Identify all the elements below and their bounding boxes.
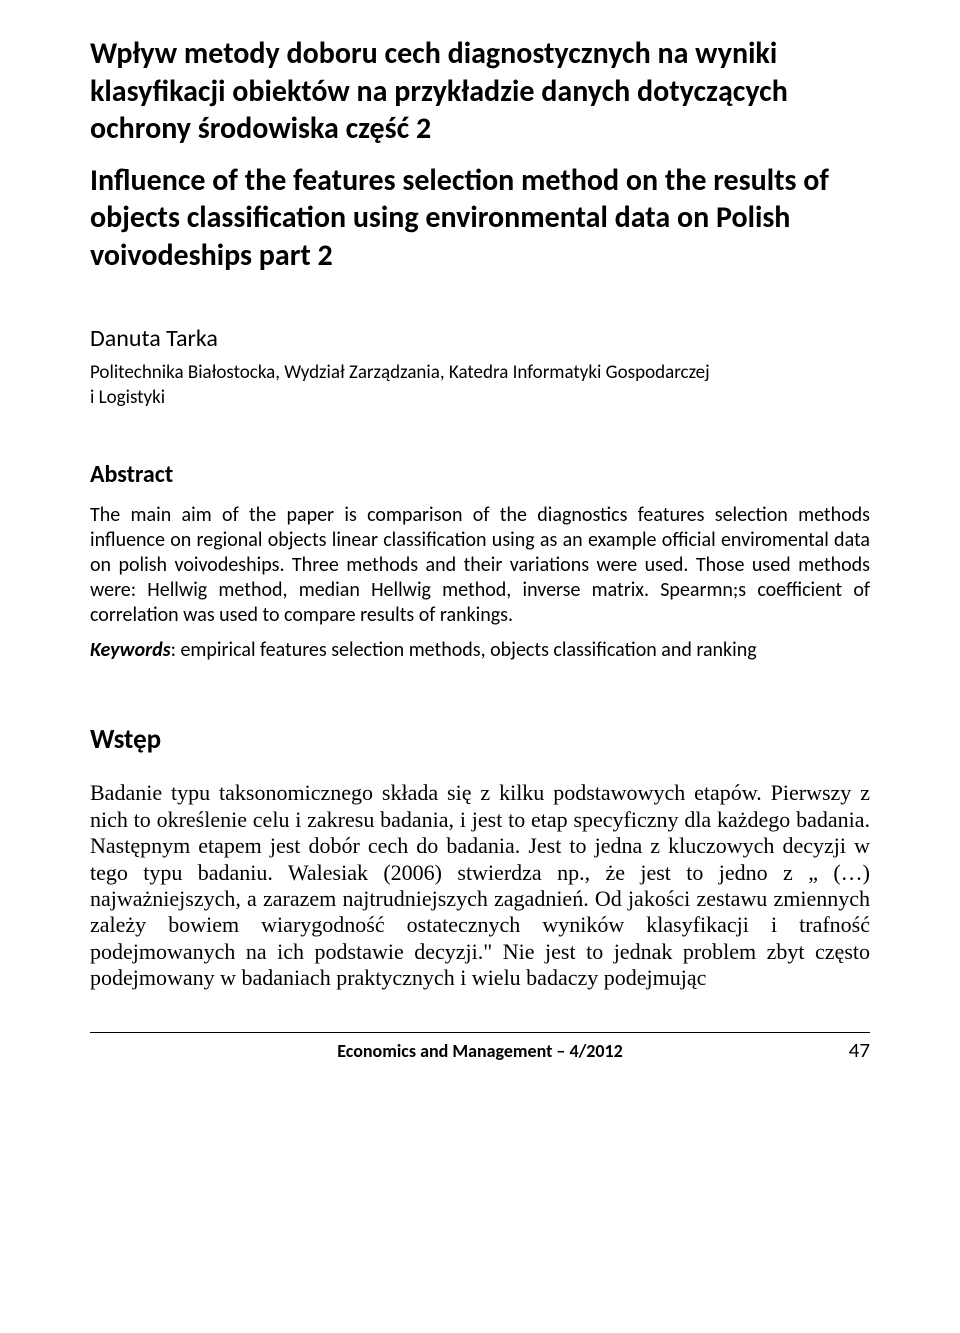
page-footer: Economics and Management – 4/2012 47 [90,1032,870,1063]
title-english: Influence of the features selection meth… [90,162,870,275]
footer-journal: Economics and Management – 4/2012 [130,1040,830,1062]
keywords-text: : empirical features selection methods, … [171,638,757,662]
affiliation-line-2: i Logistyki [90,386,165,409]
author-name: Danuta Tarka [90,324,870,353]
title-polish: Wpływ metody doboru cech diagnostycznych… [90,35,870,148]
footer-page-number: 47 [830,1037,870,1063]
section-heading-intro: Wstęp [90,723,870,756]
abstract-body: The main aim of the paper is comparison … [90,503,870,628]
intro-paragraph: Badanie typu taksonomicznego składa się … [90,780,870,991]
keywords-line: Keywords: empirical features selection m… [90,638,870,663]
author-affiliation: Politechnika Białostocka, Wydział Zarząd… [90,361,870,410]
abstract-heading: Abstract [90,460,870,489]
affiliation-line-1: Politechnika Białostocka, Wydział Zarząd… [90,361,710,384]
keywords-label: Keywords [90,638,171,662]
